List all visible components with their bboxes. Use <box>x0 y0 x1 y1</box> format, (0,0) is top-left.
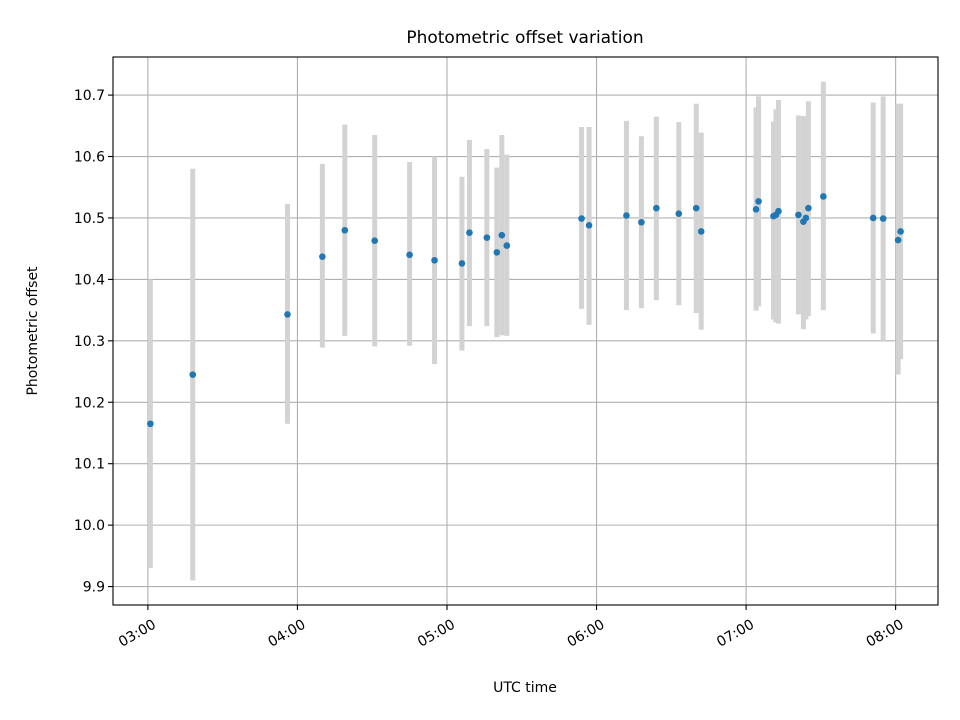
plot-frame <box>112 56 939 606</box>
data-point <box>879 215 887 222</box>
x-axis-label: UTC time <box>493 680 557 696</box>
data-point <box>675 210 683 217</box>
data-point <box>802 214 810 222</box>
y-tick-label: 10.0 <box>74 518 105 534</box>
data-point <box>775 207 782 215</box>
y-axis-label: Photometric offset <box>25 266 41 396</box>
chart-title: Photometric offset variation <box>406 28 643 48</box>
x-tick-label: 03:00 <box>116 617 159 651</box>
data-point <box>692 204 700 212</box>
data-point <box>341 226 349 234</box>
point-layer <box>147 193 904 428</box>
y-tick-label: 9.9 <box>83 580 105 596</box>
data-point <box>869 214 877 222</box>
data-point <box>638 218 645 226</box>
data-point <box>284 311 291 318</box>
data-point <box>752 206 760 213</box>
x-tick-label: 06:00 <box>565 617 608 651</box>
data-point <box>894 236 902 244</box>
data-point <box>755 198 762 205</box>
x-tick-label: 04:00 <box>265 617 308 651</box>
data-point <box>697 228 705 235</box>
y-tick-label: 10.4 <box>74 272 105 288</box>
data-point <box>466 229 473 237</box>
data-point <box>795 211 802 219</box>
tick-layer: 03:00 04:00 05:00 06:00 07:00 08:00 9.9 10.0 10.… <box>74 88 907 651</box>
x-tick-label: 05:00 <box>415 617 458 651</box>
data-point <box>585 222 593 229</box>
data-point <box>897 228 904 235</box>
data-point <box>483 234 491 241</box>
data-point <box>805 204 812 212</box>
y-tick-label: 10.1 <box>74 457 105 473</box>
data-point <box>503 242 511 249</box>
grid-layer <box>113 57 938 605</box>
data-point <box>493 249 501 256</box>
data-point <box>319 253 326 260</box>
y-tick-label: 10.3 <box>74 334 105 350</box>
data-point <box>820 193 827 200</box>
data-point <box>371 237 379 244</box>
data-point <box>578 215 585 222</box>
y-tick-label: 10.2 <box>74 395 105 411</box>
data-point <box>406 251 413 259</box>
data-point <box>458 260 466 267</box>
y-tick-label: 10.5 <box>74 211 105 227</box>
y-tick-label: 10.6 <box>74 150 105 166</box>
data-point <box>653 204 660 212</box>
data-point <box>623 212 630 219</box>
data-point <box>189 371 197 378</box>
data-point <box>147 420 154 428</box>
x-tick-label: 07:00 <box>714 617 757 651</box>
data-point <box>498 231 506 239</box>
y-tick-label: 10.7 <box>74 88 105 104</box>
data-point <box>431 257 438 264</box>
x-tick-label: 08:00 <box>864 617 907 651</box>
